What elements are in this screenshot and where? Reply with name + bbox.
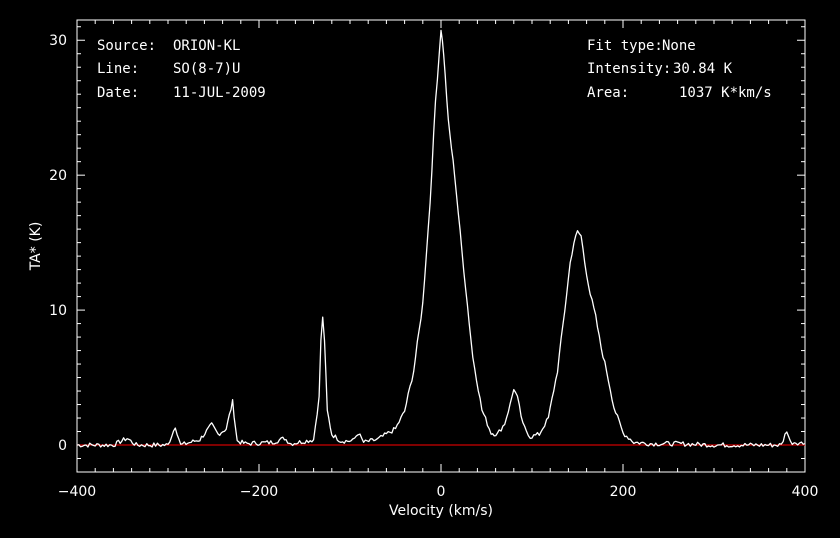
- y-tick-label: 0: [58, 438, 67, 454]
- date-value: 11-JUL-2009: [173, 85, 266, 101]
- x-axis-title: Velocity (km/s): [389, 503, 493, 519]
- area-value: 1037 K*km/s: [679, 85, 772, 101]
- x-tick-label: −400: [58, 484, 96, 500]
- y-axis-title: TA* (K): [28, 222, 44, 272]
- fit-type-value: None: [662, 38, 696, 54]
- source-value: ORION-KL: [173, 38, 240, 54]
- area-label: Area:: [587, 85, 629, 101]
- y-tick-label: 30: [49, 33, 67, 49]
- x-tick-label: 200: [610, 484, 637, 500]
- source-label: Source:: [97, 38, 156, 54]
- x-tick-label: 0: [437, 484, 446, 500]
- y-tick-label: 20: [49, 168, 67, 184]
- x-tick-label: 400: [792, 484, 819, 500]
- line-value: SO(8-7)U: [173, 61, 240, 77]
- spectrum-line: [76, 29, 806, 448]
- x-tick-label: −200: [240, 484, 278, 500]
- axis-ticks: [76, 20, 806, 472]
- y-tick-label: 10: [49, 303, 67, 319]
- intensity-label: Intensity:: [587, 61, 671, 77]
- date-label: Date:: [97, 85, 139, 101]
- axis-tick-labels: −400 −200 0 200 400 0 10 20 30: [49, 33, 818, 500]
- line-label: Line:: [97, 61, 139, 77]
- intensity-value: 30.84 K: [673, 61, 733, 77]
- fit-type-label: Fit type:: [587, 38, 663, 54]
